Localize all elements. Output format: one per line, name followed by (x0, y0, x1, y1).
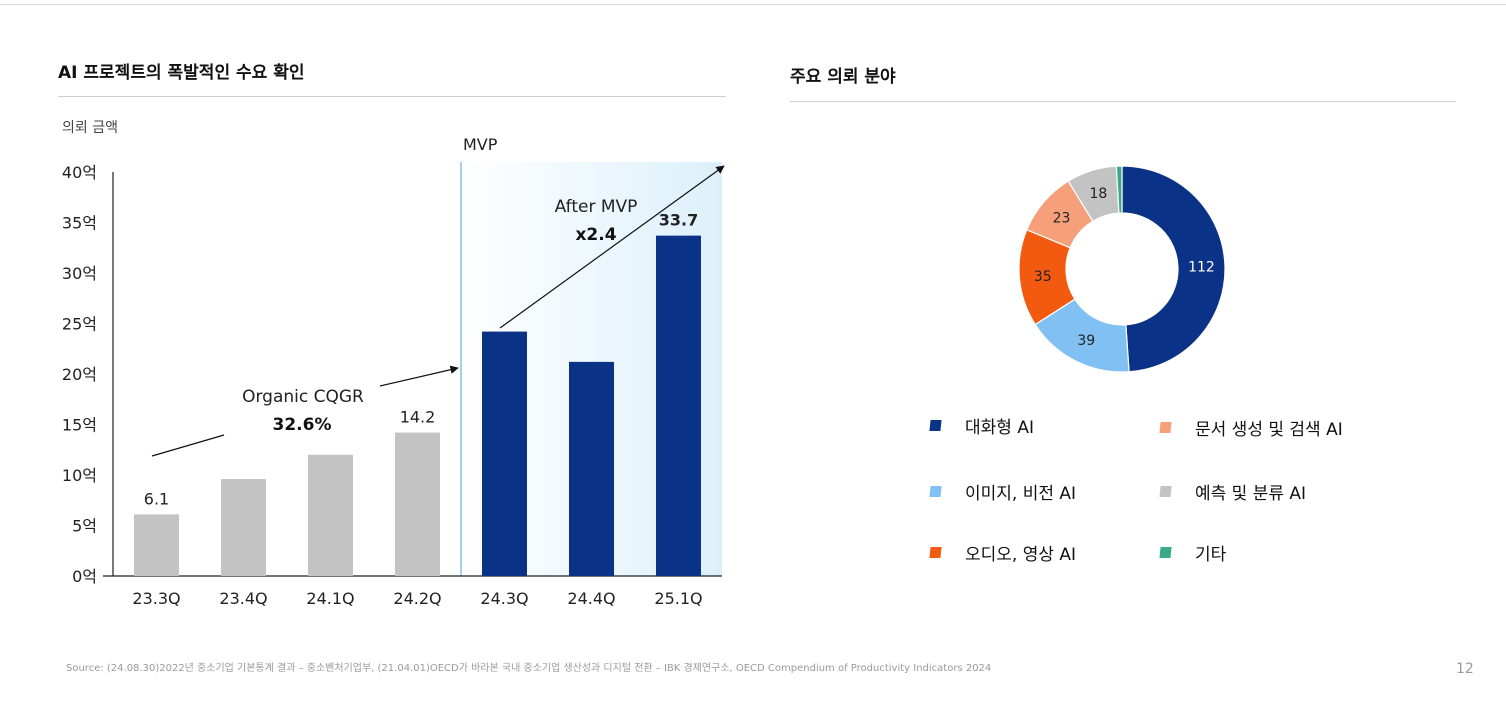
legend-label: 문서 생성 및 검색 AI (1195, 420, 1343, 440)
x-tick-label: 23.4Q (219, 589, 267, 608)
organic-trend-arrow (379, 365, 459, 387)
y-tick-label: 0억 (72, 567, 97, 586)
y-axis-title: 의뢰 금액 (62, 120, 118, 136)
bar-24.2Q (395, 432, 440, 576)
donut-chart-title: 주요 의뢰 분야 (790, 67, 896, 87)
y-tick-label: 20억 (62, 365, 97, 384)
legend-item-audio-video-ai: 오디오, 영상 AI (929, 540, 1077, 565)
x-tick-label: 24.3Q (480, 589, 528, 608)
organic-cqgr-label: Organic CQGR (242, 387, 364, 407)
x-tick-label: 24.4Q (567, 589, 615, 608)
x-tick-label: 24.2Q (393, 589, 441, 608)
y-tick-label: 35억 (62, 214, 97, 233)
donut-slice-0 (1121, 165, 1226, 373)
organic-cqgr-value: 32.6% (273, 415, 332, 435)
legend-item-other: 기타 (1159, 540, 1227, 565)
legend-item-conversational-ai: 대화형 AI (929, 413, 1034, 438)
right-title-divider (790, 101, 1456, 102)
legend-label: 기타 (1195, 545, 1227, 565)
donut-slice-5 (1115, 165, 1123, 214)
x-tick-label: 23.3Q (132, 589, 180, 608)
mvp-label: MVP (463, 135, 498, 154)
legend-label: 대화형 AI (965, 418, 1034, 438)
y-tick-label: 10억 (62, 466, 97, 485)
legend-swatch (929, 486, 942, 497)
legend-item-prediction-ai: 예측 및 분류 AI (1159, 479, 1307, 504)
bar-25.1Q (656, 235, 701, 576)
bar-23.3Q (134, 514, 179, 576)
donut-legend: 대화형 AI 문서 생성 및 검색 AI 이미지, 비전 AI 예측 및 분류 … (929, 405, 1410, 575)
left-title-divider (58, 96, 726, 97)
donut-value-label: 39 (1077, 333, 1095, 349)
donut-value-label: 112 (1188, 259, 1215, 275)
bar-24.3Q (482, 331, 527, 576)
top-border (0, 4, 1506, 5)
legend-item-vision-ai: 이미지, 비전 AI (929, 479, 1077, 504)
organic-trend-line (151, 434, 225, 457)
legend-label: 오디오, 영상 AI (965, 545, 1077, 565)
legend-swatch (929, 420, 942, 431)
x-tick-label: 24.1Q (306, 589, 354, 608)
donut-value-label: 35 (1034, 269, 1052, 285)
legend-label: 예측 및 분류 AI (1195, 484, 1307, 504)
y-tick-label: 5억 (72, 517, 97, 536)
donut-value-label: 23 (1053, 210, 1071, 226)
legend-swatch (1159, 486, 1172, 497)
bar-chart-title: AI 프로젝트의 폭발적인 수요 확인 (58, 63, 305, 83)
bar-chart: MVP 의뢰 금액 0억 5억 10억 15억 20억 25억 30억 35억 40억 23.3Q 23… (62, 120, 725, 608)
legend-swatch (1159, 422, 1172, 433)
page-number: 12 (1456, 661, 1474, 677)
donut-chart: 112 39 35 23 18 (1018, 165, 1226, 373)
y-tick-label: 15억 (62, 416, 97, 435)
after-mvp-arrow (499, 165, 725, 329)
x-tick-label: 25.1Q (654, 589, 702, 608)
data-label-25.1Q: 33.7 (659, 211, 698, 230)
bar-23.4Q (221, 479, 266, 576)
bar-24.4Q (569, 361, 614, 576)
legend-swatch (1159, 547, 1172, 558)
after-mvp-label: After MVP (555, 197, 638, 217)
data-label-24.2Q: 14.2 (400, 408, 436, 427)
data-label-23.3Q: 6.1 (144, 489, 169, 508)
after-mvp-value: x2.4 (575, 225, 616, 245)
bar-24.1Q (308, 454, 353, 576)
legend-swatch (929, 547, 942, 558)
legend-label: 이미지, 비전 AI (965, 484, 1077, 504)
y-tick-label: 30억 (62, 264, 97, 283)
y-tick-label: 25억 (62, 315, 97, 334)
source-footnote: Source: (24.08.30)2022년 중소기업 기본통계 결과 – 중… (66, 663, 992, 674)
legend-item-document-ai: 문서 생성 및 검색 AI (1159, 415, 1343, 440)
y-tick-label: 40억 (62, 163, 97, 182)
donut-value-label: 18 (1089, 186, 1107, 202)
